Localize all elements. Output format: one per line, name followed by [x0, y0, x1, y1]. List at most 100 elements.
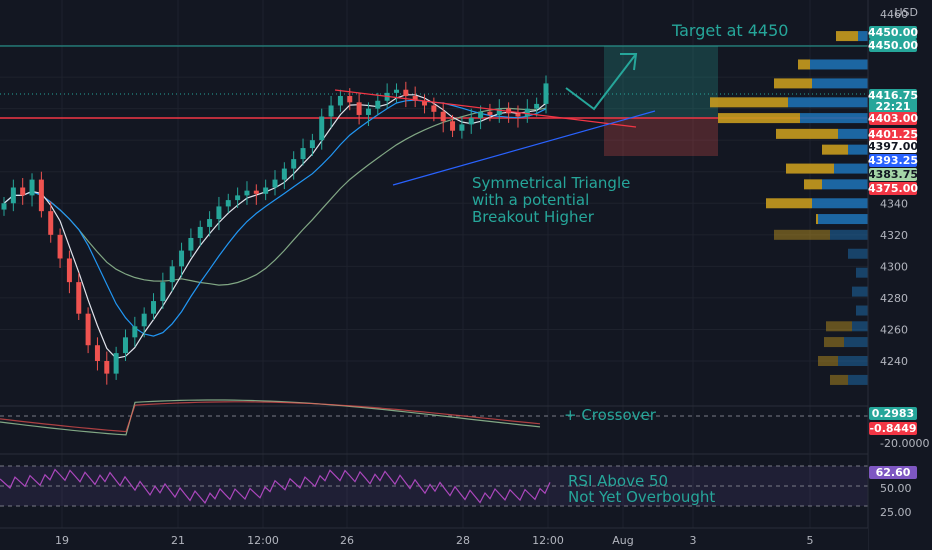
- price-tick: 4240: [880, 355, 908, 368]
- macd-signal-line: [0, 401, 541, 433]
- candle-body: [104, 361, 110, 374]
- volume-bar-sell: [766, 198, 812, 209]
- ma-20-line: [3, 94, 547, 359]
- macd-tag-label: 0.2983: [872, 407, 914, 420]
- time-axis: 19 21 12:00 26 28 12:00 Aug 3 5: [55, 534, 814, 547]
- target-zone: [604, 46, 718, 118]
- candle-body: [85, 313, 91, 346]
- candle-body: [253, 190, 259, 194]
- volume-bar-buy: [858, 31, 868, 42]
- price-tag: [869, 39, 917, 52]
- candle-body: [309, 140, 315, 149]
- price-tick: 4260: [880, 323, 908, 336]
- triangle-upper-line: [334, 89, 637, 128]
- price-tag-label: 4401.25: [868, 128, 918, 141]
- candle-body: [216, 206, 222, 220]
- volume-bar-buy: [856, 305, 868, 316]
- volume-bar-buy: [812, 78, 868, 89]
- candle-body: [393, 89, 399, 93]
- ma-200-line: [3, 107, 547, 286]
- volume-bar-sell: [826, 321, 852, 332]
- volume-bar-sell: [774, 229, 830, 240]
- candle-body: [122, 337, 128, 354]
- volume-bar-sell: [822, 144, 848, 155]
- candle-body: [197, 226, 203, 238]
- price-axis: 44604440434043204300428042604240: [880, 8, 908, 368]
- currency-label: USD: [894, 6, 918, 19]
- volume-bar-sell: [836, 31, 858, 42]
- candle-body: [534, 103, 540, 109]
- rsi-line: [0, 468, 551, 504]
- volume-bar-sell: [804, 179, 822, 190]
- candle-body: [169, 266, 175, 283]
- candle-body: [431, 105, 437, 112]
- grid-lines: [0, 0, 868, 528]
- volume-bar-buy: [844, 337, 868, 348]
- rsi-note-1: RSI Above 50: [568, 472, 668, 490]
- candle-body: [57, 234, 63, 259]
- candle-body: [487, 111, 493, 115]
- macd-tag: [869, 422, 917, 435]
- volume-bar-sell: [774, 78, 812, 89]
- price-tag: [869, 168, 917, 181]
- candle-body: [450, 121, 456, 131]
- volume-profile: [710, 31, 868, 385]
- candle-body: [291, 159, 297, 169]
- candle-body: [468, 118, 474, 125]
- price-tag-label: 4450.00: [868, 26, 918, 39]
- time-tick: Aug: [612, 534, 633, 547]
- price-tag-label: 4397.00: [868, 140, 918, 153]
- price-tag-label: 4450.00: [868, 39, 918, 52]
- volume-bar-buy: [822, 179, 868, 190]
- candle-body: [244, 190, 250, 196]
- time-tick: 19: [55, 534, 69, 547]
- candle-body: [76, 282, 82, 314]
- ma-50-line: [3, 99, 547, 337]
- candle-body: [132, 326, 138, 338]
- price-tick: 4280: [880, 292, 908, 305]
- volume-bar-sell: [818, 356, 838, 366]
- price-tag-countdown: 22:21: [875, 100, 910, 113]
- macd-note: + Crossover: [564, 406, 657, 424]
- rsi-tick: 25.00: [880, 506, 912, 519]
- price-tag-label: 4375.00: [868, 182, 918, 195]
- pattern-label-2: with a potential: [472, 191, 589, 209]
- candle-body: [207, 219, 213, 227]
- time-tick: 3: [690, 534, 697, 547]
- candle-body: [412, 96, 418, 101]
- volume-bar-buy: [856, 267, 868, 278]
- volume-bar-buy: [810, 59, 868, 70]
- candle-body: [337, 96, 343, 106]
- volume-bar-sell: [824, 337, 844, 348]
- time-tick: 12:00: [532, 534, 564, 547]
- volume-bar-sell: [816, 214, 818, 225]
- macd-tag: [869, 407, 917, 420]
- price-tick: 4300: [880, 260, 908, 273]
- candle-body: [1, 203, 7, 210]
- volume-bar-buy: [848, 144, 868, 155]
- candle-body: [281, 168, 287, 180]
- candle-body: [38, 179, 44, 212]
- candle-body: [141, 313, 147, 327]
- price-tag-label: 4383.75: [868, 168, 918, 181]
- volume-bar-buy: [852, 321, 868, 332]
- rsi-tick: 50.00: [880, 482, 912, 495]
- candle-body: [356, 102, 362, 115]
- candle-body: [347, 96, 353, 103]
- price-tick: 4340: [880, 197, 908, 210]
- macd-tag-label: -0.8449: [869, 422, 916, 435]
- candle-body: [496, 108, 502, 115]
- candle-body: [365, 108, 371, 115]
- candle-body: [10, 187, 16, 204]
- candle-body: [300, 148, 306, 160]
- candle-body: [459, 124, 465, 131]
- volume-bar-sell: [776, 128, 838, 139]
- volume-bar-buy: [818, 214, 868, 225]
- rsi-tag: [869, 466, 917, 479]
- price-tag: [869, 128, 917, 141]
- time-axis-panel[interactable]: [0, 528, 868, 550]
- candle-body: [113, 353, 119, 374]
- volume-bar-buy: [830, 229, 868, 240]
- price-tag: [869, 182, 917, 195]
